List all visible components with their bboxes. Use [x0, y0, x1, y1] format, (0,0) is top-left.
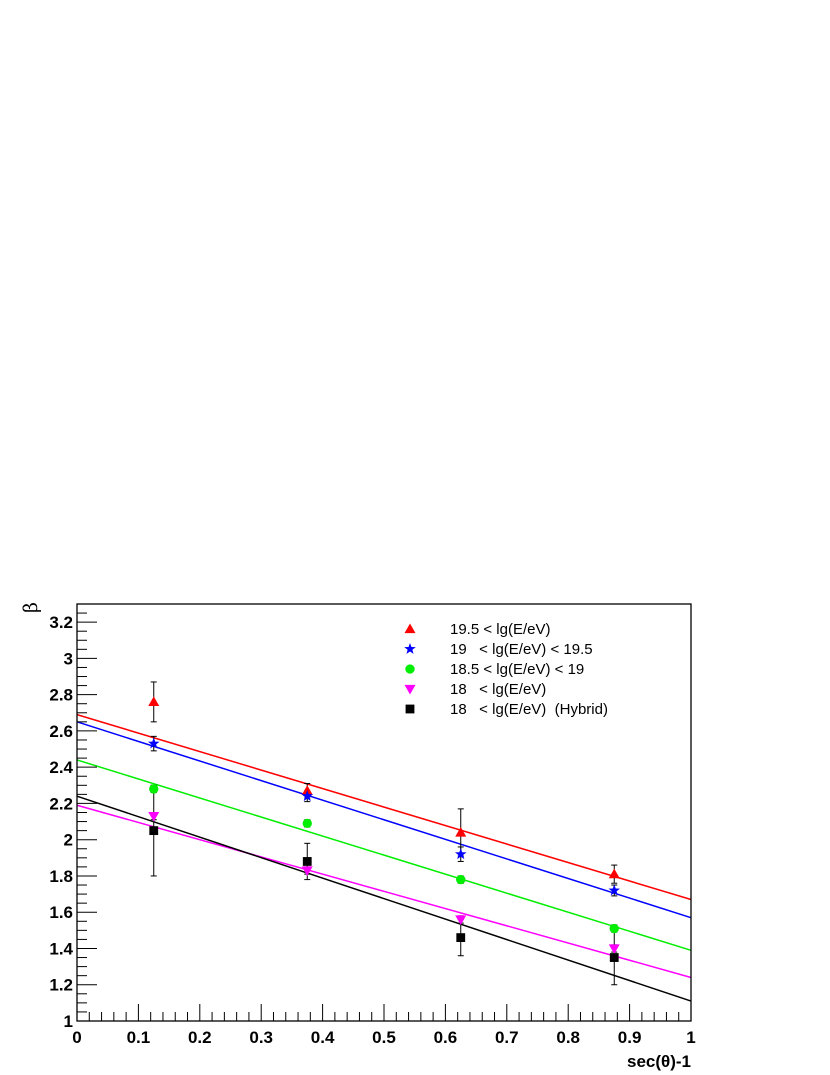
x-tick-label: 0: [72, 1028, 81, 1047]
y-tick-label: 1.6: [49, 903, 73, 922]
x-tick-label: 0.1: [127, 1028, 151, 1047]
fit-line: [76, 713, 692, 901]
x-tick-label: 0.5: [372, 1028, 396, 1047]
x-tick-label: 0.3: [249, 1028, 273, 1047]
y-tick-label: 1.2: [49, 976, 73, 995]
y-tick-labels: 1 1.2 1.4 1.6 1.8 2 2.2 2.4 2.6 2.8 3 3.2: [49, 613, 73, 1031]
x-tick-label: 0.2: [188, 1028, 212, 1047]
x-tick-label: 0.9: [618, 1028, 642, 1047]
legend-label: 18 < lg(E/eV): [450, 681, 546, 698]
fit-line: [76, 721, 692, 919]
y-tick-label: 2: [64, 831, 73, 850]
fit-line: [76, 804, 692, 979]
marker-triangle-up: [608, 868, 620, 879]
marker-triangle-down: [404, 684, 416, 695]
marker-triangle-up: [301, 785, 313, 795]
y-tick-label: 3: [64, 649, 73, 668]
legend-label: 19 < lg(E/eV) < 19.5: [450, 641, 593, 658]
marker-triangle-down: [148, 812, 160, 822]
marker-star: [404, 642, 416, 654]
x-axis-title: sec(θ)-1: [627, 1052, 691, 1071]
marker-triangle-down: [608, 944, 620, 954]
x-tick-label: 0.8: [556, 1028, 580, 1047]
error-bars: [150, 681, 618, 986]
x-tick-label: 0.7: [495, 1028, 519, 1047]
legend: 19.5 < lg(E/eV) 19 < lg(E/eV) < 19.5 18.5 …: [404, 621, 608, 718]
y-tick-label: 1.4: [49, 939, 73, 958]
marker-square: [149, 826, 159, 836]
marker-square: [302, 857, 312, 866]
data-markers: [148, 696, 620, 962]
marker-square: [456, 933, 466, 942]
axis-ticks: [76, 603, 692, 1022]
marker-star: [148, 737, 160, 749]
x-tick-labels: 0 0.1 0.2 0.3 0.4 0.5 0.6 0.7 0.8 0.9 1: [72, 1028, 695, 1047]
y-tick-label: 3.2: [49, 613, 73, 632]
y-tick-label: 2.6: [49, 722, 73, 741]
plot-frame: [76, 603, 692, 1022]
marker-triangle-down: [301, 866, 313, 877]
marker-star: [455, 848, 467, 860]
fit-line: [76, 759, 692, 952]
y-tick-label: 1: [64, 1012, 73, 1031]
marker-triangle-up: [404, 623, 416, 634]
x-tick-label: 0.4: [311, 1028, 335, 1047]
marker-star: [608, 884, 620, 896]
marker-triangle-down: [455, 915, 467, 925]
marker-circle: [302, 818, 312, 829]
y-tick-label: 2.4: [49, 758, 73, 777]
marker-circle: [456, 874, 466, 885]
marker-square: [609, 953, 619, 962]
marker-triangle-up: [455, 826, 467, 837]
y-axis-title: β: [20, 602, 42, 613]
marker-square: [405, 704, 415, 714]
fit-lines: [76, 713, 692, 1002]
legend-label: 18 < lg(E/eV) (Hybrid): [450, 701, 608, 718]
marker-star: [301, 790, 313, 802]
marker-circle: [149, 784, 159, 794]
y-tick-label: 1.8: [49, 867, 73, 886]
legend-label: 19.5 < lg(E/eV): [450, 621, 550, 638]
marker-circle: [405, 664, 415, 674]
marker-circle: [609, 923, 619, 934]
marker-triangle-up: [148, 696, 160, 707]
x-tick-label: 1: [686, 1028, 695, 1047]
y-tick-label: 2.2: [49, 794, 73, 813]
x-tick-label: 0.6: [434, 1028, 458, 1047]
legend-label: 18.5 < lg(E/eV) < 19: [450, 661, 584, 678]
y-tick-label: 2.8: [49, 686, 73, 705]
fit-line: [76, 795, 692, 1002]
